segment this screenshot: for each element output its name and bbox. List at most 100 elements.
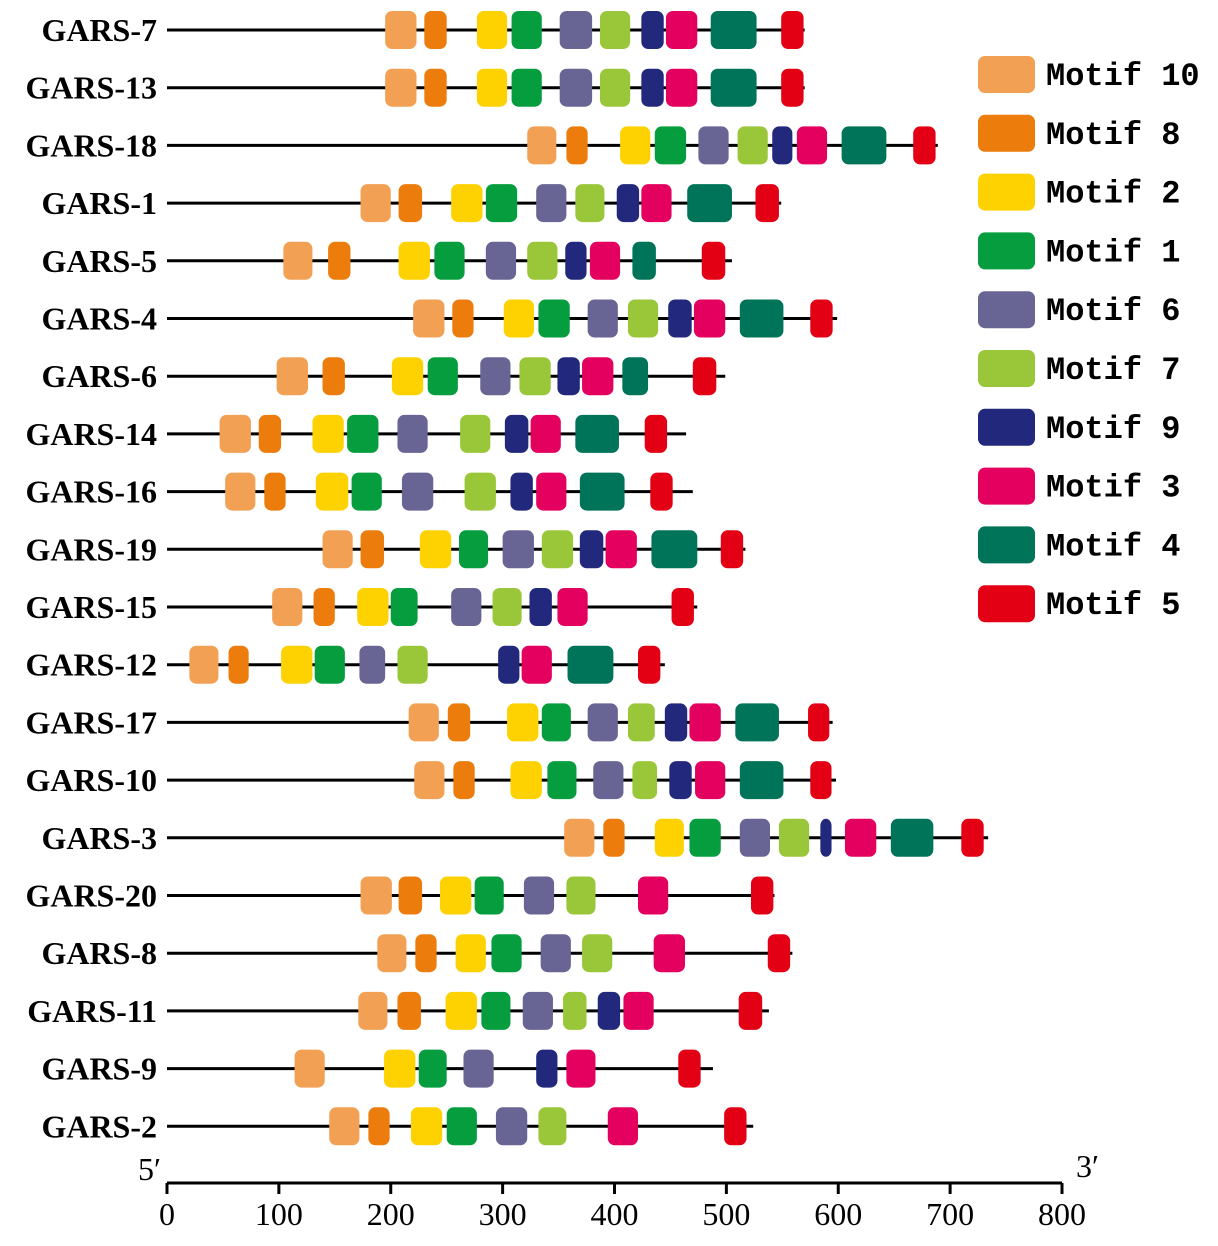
sequence-label: GARS-3	[41, 820, 157, 856]
sequence-row: GARS-9	[41, 1049, 713, 1088]
sequence-row: GARS-17	[25, 703, 833, 742]
sequence-label: GARS-7	[41, 12, 157, 48]
motif-box-m7	[737, 126, 768, 165]
sequence-label: GARS-15	[25, 589, 157, 625]
sequence-row: GARS-6	[41, 357, 726, 396]
motif-box-m3	[641, 184, 672, 223]
sequence-row: GARS-15	[25, 588, 698, 626]
motif-box-m10	[360, 876, 392, 915]
motif-box-m2	[455, 934, 486, 973]
sequence-row: GARS-2	[41, 1107, 754, 1146]
motif-box-m9	[820, 818, 832, 857]
motif-box-m6	[397, 414, 428, 453]
motif-box-m1	[347, 414, 379, 453]
motif-box-m4	[739, 761, 784, 800]
motif-box-m5	[755, 184, 779, 223]
motif-box-m3	[695, 761, 726, 800]
legend-label: Motif 5	[1046, 587, 1180, 624]
motif-box-m2	[357, 588, 389, 626]
legend-swatch	[978, 56, 1035, 93]
legend-label: Motif 2	[1046, 176, 1180, 213]
motif-box-m8	[360, 530, 385, 569]
motif-box-m5	[671, 588, 694, 626]
motif-box-m2	[315, 472, 349, 511]
motif-box-m10	[360, 184, 391, 223]
sequence-row: GARS-13	[25, 68, 805, 107]
motif-box-m6	[523, 876, 555, 915]
motif-box-m1	[491, 934, 522, 973]
motif-box-m3	[665, 11, 698, 49]
motif-box-m5	[767, 934, 791, 973]
sequence-row: GARS-3	[41, 818, 989, 857]
x-tick-label: 600	[814, 1196, 862, 1232]
sequence-rows: GARS-7 GARS-13 GARS-18 GARS-1 GARS-5 GARS-4 GA…	[25, 11, 989, 1146]
motif-box-m10	[294, 1049, 325, 1088]
motif-box-m2	[654, 818, 684, 857]
motif-box-m3	[530, 414, 561, 453]
five-prime-label: 5′	[138, 1151, 161, 1187]
motif-box-m1	[427, 357, 458, 396]
motif-box-m7	[492, 588, 522, 626]
motif-box-m2	[476, 68, 508, 107]
x-tick-label: 700	[926, 1196, 974, 1232]
motif-box-m10	[276, 357, 308, 396]
motif-box-m2	[476, 11, 508, 49]
sequence-row: GARS-11	[27, 991, 769, 1030]
motif-box-m7	[397, 645, 428, 684]
motif-box-m3	[605, 530, 637, 569]
legend-item: Motif 9	[978, 408, 1180, 448]
motif-box-m8	[398, 876, 423, 915]
sequence-row: GARS-18	[25, 126, 938, 165]
motif-box-m2	[391, 357, 424, 396]
motif-box-m5	[913, 126, 936, 165]
motif-box-m8	[415, 934, 437, 973]
motif-box-m8	[397, 991, 421, 1030]
motif-box-m10	[413, 299, 445, 338]
x-tick-label: 800	[1038, 1196, 1086, 1232]
motif-box-m1	[541, 703, 571, 742]
legend-swatch	[978, 114, 1035, 152]
motif-box-m5	[781, 11, 804, 49]
motif-box-m10	[414, 761, 445, 800]
legend-swatch	[978, 408, 1035, 446]
sequence-row: GARS-19	[25, 530, 746, 569]
motif-box-m7	[627, 299, 659, 338]
motif-box-m2	[451, 184, 483, 223]
motif-box-m6	[698, 126, 729, 165]
motif-box-m2	[410, 1107, 443, 1146]
motif-box-m9	[536, 1049, 558, 1088]
sequence-row: GARS-7	[41, 11, 805, 49]
motif-box-m6	[451, 588, 482, 626]
legend-label: Motif 7	[1046, 352, 1180, 389]
legend-label: Motif 10	[1046, 58, 1200, 95]
motif-box-m4	[739, 299, 784, 338]
motif-box-m4	[687, 184, 732, 223]
motif-box-m5	[701, 241, 726, 280]
motif-box-m5	[808, 703, 830, 742]
motif-box-m9	[510, 472, 533, 511]
motif-box-m8	[264, 472, 286, 511]
motif-box-m5	[644, 414, 668, 453]
motif-box-m10	[219, 414, 251, 453]
motif-box-m9	[641, 68, 664, 107]
motif-box-m2	[503, 299, 534, 338]
motif-box-m3	[653, 934, 685, 973]
legend-item: Motif 5	[978, 585, 1180, 624]
motif-box-m8	[603, 818, 625, 857]
motif-box-m9	[772, 126, 793, 165]
motif-box-m10	[272, 588, 303, 626]
motif-box-m1	[511, 11, 542, 49]
motif-box-m9	[504, 414, 529, 453]
legend-item: Motif 10	[978, 56, 1200, 95]
motif-box-m9	[668, 299, 692, 338]
three-prime-label: 3′	[1076, 1148, 1099, 1184]
motif-box-m6	[587, 299, 618, 338]
sequence-label: GARS-6	[41, 358, 157, 394]
motif-box-m5	[810, 299, 833, 338]
legend-label: Motif 1	[1046, 234, 1180, 271]
motif-box-m4	[841, 126, 887, 165]
motif-box-m4	[632, 241, 656, 280]
sequence-label: GARS-11	[27, 993, 157, 1029]
motif-box-m3	[589, 241, 621, 280]
motif-box-m9	[579, 530, 604, 569]
